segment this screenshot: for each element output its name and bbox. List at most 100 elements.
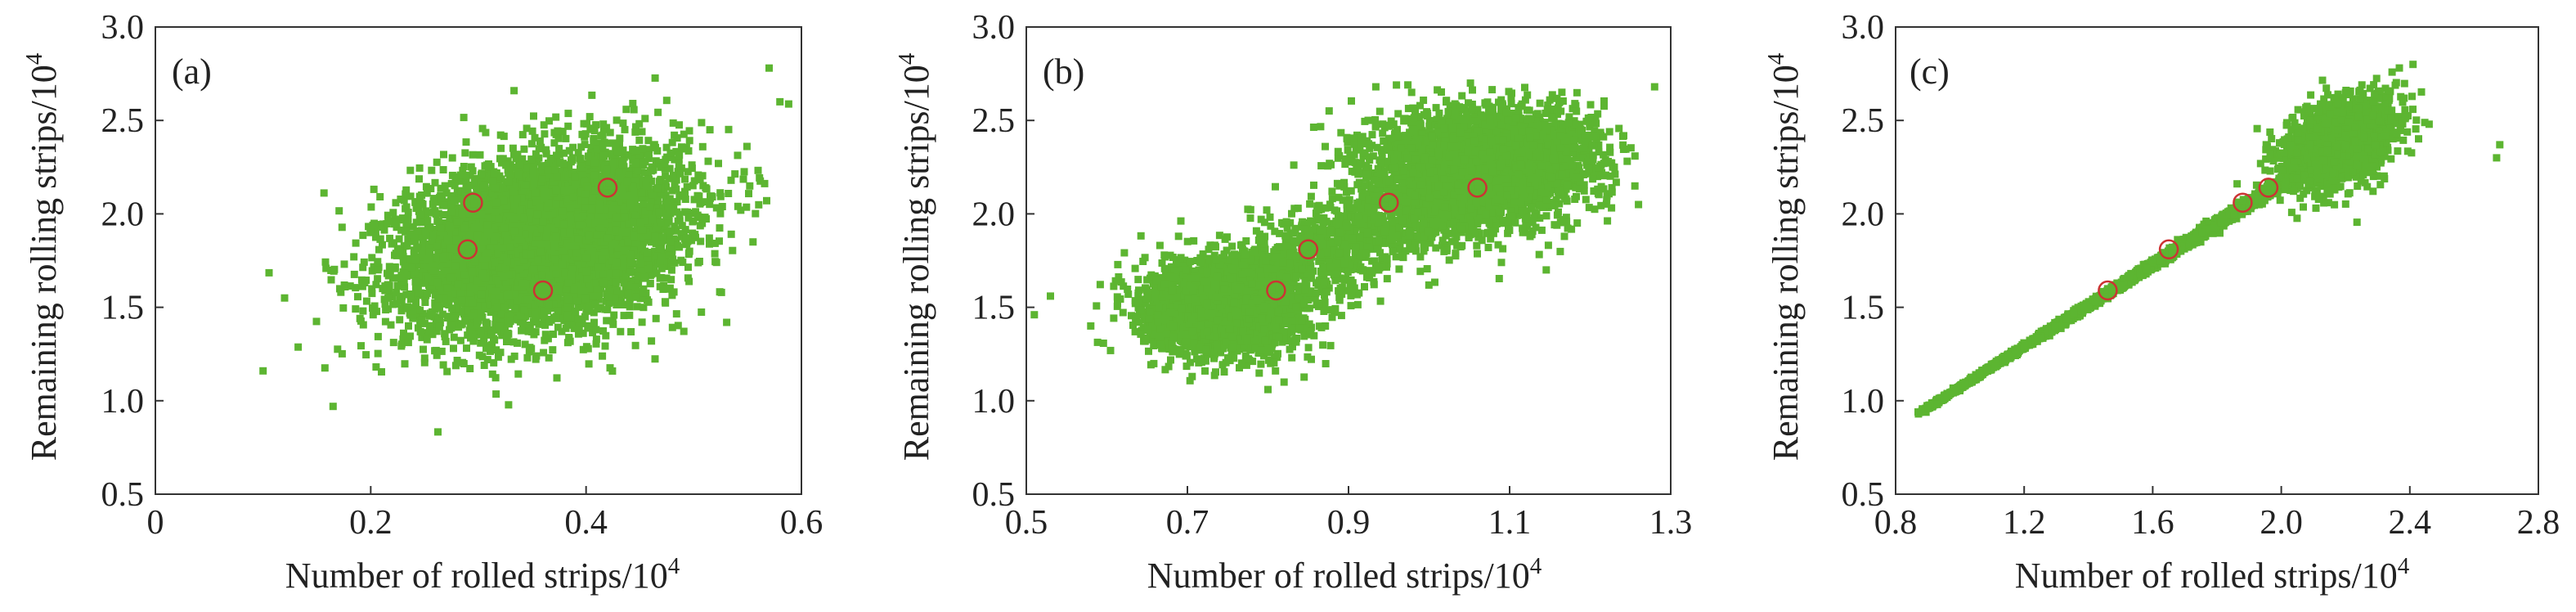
scatter-point <box>339 304 348 312</box>
scatter-point <box>590 159 599 167</box>
scatter-point <box>402 186 411 194</box>
scatter-point <box>494 353 502 361</box>
scatter-point <box>698 172 707 180</box>
scatter-point <box>631 341 640 349</box>
scatter-point <box>420 354 429 362</box>
scatter-point <box>369 304 376 312</box>
scatter-point <box>610 311 618 319</box>
scatter-point <box>359 321 367 329</box>
scatter-point <box>479 191 487 200</box>
scatter-point <box>559 312 568 320</box>
scatter-point <box>365 223 373 231</box>
scatter-point <box>550 331 557 338</box>
scatter-point <box>554 323 562 331</box>
scatter-point <box>661 164 669 173</box>
scatter-point <box>400 277 408 286</box>
scatter-point <box>466 171 474 179</box>
scatter-point <box>616 134 624 142</box>
scatter-point <box>372 281 380 289</box>
scatter-point <box>429 331 437 339</box>
scatter-point <box>412 299 420 307</box>
scatter-point <box>392 199 400 207</box>
scatter-point <box>560 317 568 325</box>
scatter-point <box>372 363 380 371</box>
scatter-point <box>420 268 428 276</box>
scatter-point <box>599 327 608 335</box>
scatter-point <box>382 306 390 314</box>
scatter-point <box>420 358 429 367</box>
scatter-point <box>478 313 487 322</box>
scatter-point <box>371 227 379 234</box>
scatter-point <box>294 343 303 351</box>
scatter-point <box>388 293 397 301</box>
scatter-point <box>631 200 639 209</box>
scatter-point <box>695 213 702 221</box>
scatter-point <box>574 149 582 157</box>
scatter-point <box>472 331 480 339</box>
scatter-point <box>397 296 406 304</box>
scatter-point <box>420 261 429 269</box>
scatter-point <box>671 180 679 188</box>
scatter-point <box>381 300 389 308</box>
scatter-point <box>674 322 682 330</box>
scatter-point <box>402 223 411 232</box>
scatter-point <box>739 175 747 183</box>
scatter-point <box>628 288 636 296</box>
scatter-point <box>460 163 468 170</box>
scatter-point <box>666 284 674 292</box>
scatter-point <box>550 139 559 147</box>
scatter-point <box>702 185 711 193</box>
scatter-point <box>411 285 420 293</box>
scatter-point <box>559 128 567 136</box>
scatter-point <box>453 187 461 196</box>
scatter-point <box>599 131 607 139</box>
scatter-point <box>727 230 735 238</box>
scatter-point <box>498 159 505 167</box>
scatter-point <box>384 281 392 289</box>
scatter-point <box>374 275 382 283</box>
scatter-point <box>505 187 514 195</box>
scatter-point <box>668 187 676 195</box>
scatter-point <box>675 151 684 160</box>
scatter-point <box>437 184 445 192</box>
scatter-point <box>690 196 698 204</box>
scatter-point <box>633 205 641 214</box>
scatter-point <box>675 121 683 129</box>
scatter-point <box>650 265 658 272</box>
scatter-point <box>569 314 577 322</box>
scatter-point <box>413 272 420 281</box>
scatter-point <box>514 370 523 378</box>
scatter-point <box>418 233 426 241</box>
scatter-point <box>601 305 609 313</box>
scatter-point <box>602 331 610 340</box>
scatter-point <box>660 191 668 198</box>
scatter-point <box>601 342 609 350</box>
scatter-point <box>581 241 589 249</box>
scatter-point <box>586 124 595 133</box>
scatter-point <box>465 307 473 315</box>
scatter-point <box>402 190 410 198</box>
scatter-point <box>419 279 427 287</box>
scatter-point <box>638 128 646 136</box>
scatter-point <box>570 324 578 332</box>
scatter-point <box>595 295 603 304</box>
scatter-point <box>462 190 470 198</box>
scatter-point <box>691 231 699 239</box>
scatter-point <box>451 362 460 370</box>
scatter-point <box>648 270 656 278</box>
scatter-point <box>552 160 560 168</box>
scatter-point <box>653 197 660 205</box>
scatter-point <box>711 239 719 247</box>
scatter-point <box>433 158 441 166</box>
scatter-point <box>463 344 470 353</box>
scatter-point <box>528 127 536 135</box>
scatter-point <box>629 100 637 107</box>
scatter-point <box>512 311 519 319</box>
scatter-point <box>439 166 447 173</box>
scatter-point <box>667 153 675 161</box>
scatter-point <box>398 292 406 300</box>
scatter-point <box>648 337 656 345</box>
scatter-point <box>397 226 406 234</box>
scatter-point <box>681 241 689 249</box>
